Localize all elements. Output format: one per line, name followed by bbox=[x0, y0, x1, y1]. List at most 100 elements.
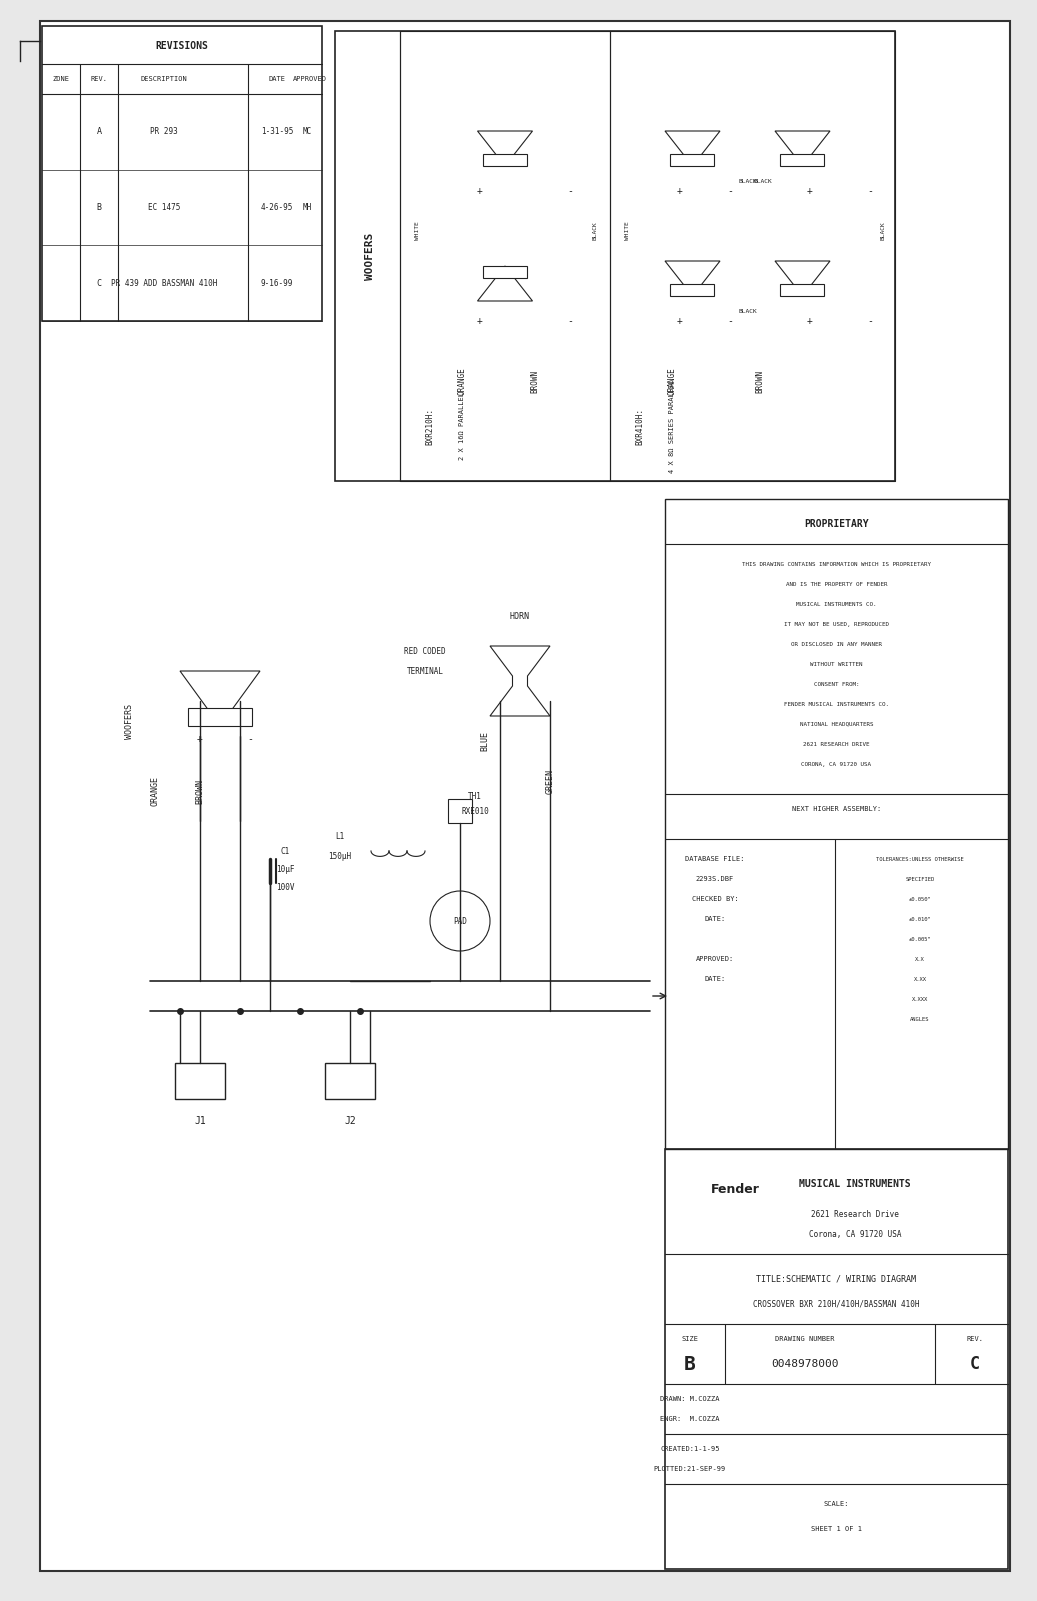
Text: ±0.010": ±0.010" bbox=[908, 916, 931, 922]
Text: DATE: DATE bbox=[269, 75, 285, 82]
Text: PR 293: PR 293 bbox=[150, 128, 178, 136]
Text: CORONA, CA 91720 USA: CORONA, CA 91720 USA bbox=[802, 762, 871, 767]
Text: L1: L1 bbox=[335, 831, 344, 841]
Text: 4-26-95: 4-26-95 bbox=[261, 203, 293, 211]
Text: B: B bbox=[96, 203, 102, 211]
Bar bbox=[335, 30, 895, 480]
Text: TH1: TH1 bbox=[468, 791, 482, 800]
Bar bbox=[325, 1063, 375, 1098]
Text: ORANGE: ORANGE bbox=[668, 367, 676, 395]
Text: 2 X 16Ω PARALLEL: 2 X 16Ω PARALLEL bbox=[459, 392, 465, 459]
Polygon shape bbox=[180, 671, 260, 725]
Text: ORANGE: ORANGE bbox=[150, 776, 160, 805]
Circle shape bbox=[430, 892, 491, 951]
Text: BLACK: BLACK bbox=[880, 221, 886, 240]
Text: +: + bbox=[477, 186, 483, 195]
Text: SPECIFIED: SPECIFIED bbox=[905, 876, 934, 882]
Text: CONSENT FROM:: CONSENT FROM: bbox=[814, 682, 860, 687]
Text: TOLERANCES:UNLESS OTHERWISE: TOLERANCES:UNLESS OTHERWISE bbox=[876, 857, 963, 861]
Text: REV.: REV. bbox=[90, 75, 108, 82]
Text: X.X: X.X bbox=[915, 956, 925, 962]
Polygon shape bbox=[477, 131, 533, 167]
Text: BLACK: BLACK bbox=[738, 178, 757, 184]
Text: ENGR:  M.COZZA: ENGR: M.COZZA bbox=[661, 1415, 720, 1422]
Text: REV.: REV. bbox=[966, 1335, 983, 1342]
Text: X.XX: X.XX bbox=[914, 977, 926, 981]
Text: +: + bbox=[677, 186, 683, 195]
Text: MH: MH bbox=[303, 203, 312, 211]
Text: DRAWING NUMBER: DRAWING NUMBER bbox=[776, 1335, 835, 1342]
Text: APPROVED: APPROVED bbox=[293, 75, 327, 82]
Bar bbox=[610, 30, 895, 480]
Text: EC 1475: EC 1475 bbox=[148, 203, 180, 211]
Text: SCALE:: SCALE: bbox=[823, 1502, 849, 1507]
Text: ORANGE: ORANGE bbox=[457, 367, 467, 395]
Text: C: C bbox=[970, 1354, 980, 1374]
Text: ±0.005": ±0.005" bbox=[908, 937, 931, 941]
Text: BLACK: BLACK bbox=[592, 221, 597, 240]
Text: 100V: 100V bbox=[276, 882, 295, 892]
Bar bbox=[781, 283, 824, 296]
Text: +: + bbox=[197, 733, 203, 744]
Text: 10μF: 10μF bbox=[276, 865, 295, 874]
Text: 1-31-95: 1-31-95 bbox=[261, 128, 293, 136]
Text: RXE010: RXE010 bbox=[461, 807, 488, 815]
Text: CROSSOVER BXR 210H/410H/BASSMAN 410H: CROSSOVER BXR 210H/410H/BASSMAN 410H bbox=[753, 1300, 920, 1308]
Polygon shape bbox=[491, 645, 550, 716]
Text: BLUE: BLUE bbox=[480, 732, 489, 751]
Text: OR DISCLOSED IN ANY MANNER: OR DISCLOSED IN ANY MANNER bbox=[791, 642, 882, 647]
Polygon shape bbox=[665, 261, 720, 296]
Text: FENDER MUSICAL INSTRUMENTS CO.: FENDER MUSICAL INSTRUMENTS CO. bbox=[784, 701, 889, 706]
Text: BXR210H:: BXR210H: bbox=[425, 408, 435, 445]
Text: Fender: Fender bbox=[710, 1183, 759, 1196]
Text: PLOTTED:21-SEP-99: PLOTTED:21-SEP-99 bbox=[654, 1467, 726, 1471]
Text: CHECKED BY:: CHECKED BY: bbox=[692, 897, 738, 901]
Text: ANGLES: ANGLES bbox=[910, 1017, 930, 1021]
Text: BXR410H:: BXR410H: bbox=[636, 408, 645, 445]
Text: 150μH: 150μH bbox=[329, 852, 352, 860]
Text: AND IS THE PROPERTY OF FENDER: AND IS THE PROPERTY OF FENDER bbox=[786, 581, 888, 586]
Text: CREATED:1-1-95: CREATED:1-1-95 bbox=[661, 1446, 720, 1452]
Text: -: - bbox=[727, 315, 733, 327]
Text: C: C bbox=[96, 279, 102, 288]
Text: DATE:: DATE: bbox=[704, 916, 726, 922]
Text: DRAWN: M.COZZA: DRAWN: M.COZZA bbox=[661, 1396, 720, 1402]
Text: BROWN: BROWN bbox=[756, 370, 764, 392]
Text: -: - bbox=[567, 186, 572, 195]
Bar bbox=[483, 154, 527, 167]
Text: +: + bbox=[677, 315, 683, 327]
Text: +: + bbox=[807, 186, 813, 195]
Text: PROPRIETARY: PROPRIETARY bbox=[804, 519, 869, 528]
Bar bbox=[483, 266, 527, 279]
Polygon shape bbox=[477, 266, 533, 301]
Text: 9-16-99: 9-16-99 bbox=[261, 279, 293, 288]
Text: SHEET 1 OF 1: SHEET 1 OF 1 bbox=[811, 1526, 862, 1532]
Text: MUSICAL INSTRUMENTS: MUSICAL INSTRUMENTS bbox=[800, 1178, 910, 1190]
Text: J2: J2 bbox=[344, 1116, 356, 1126]
Text: Corona, CA 91720 USA: Corona, CA 91720 USA bbox=[809, 1230, 901, 1239]
Text: -: - bbox=[567, 315, 572, 327]
Bar bbox=[781, 154, 824, 167]
Text: 2621 Research Drive: 2621 Research Drive bbox=[811, 1209, 899, 1218]
Text: REVISIONS: REVISIONS bbox=[156, 42, 208, 51]
Text: C1: C1 bbox=[280, 847, 289, 855]
Text: BLACK: BLACK bbox=[738, 309, 757, 314]
Text: DATABASE FILE:: DATABASE FILE: bbox=[685, 857, 745, 861]
Text: HORN: HORN bbox=[510, 612, 530, 621]
Text: IT MAY NOT BE USED, REPRODUCED: IT MAY NOT BE USED, REPRODUCED bbox=[784, 621, 889, 626]
Text: SIZE: SIZE bbox=[681, 1335, 699, 1342]
Text: ZONE: ZONE bbox=[53, 75, 69, 82]
Text: +: + bbox=[807, 315, 813, 327]
Text: -: - bbox=[247, 733, 253, 744]
Text: -: - bbox=[867, 186, 873, 195]
Text: DESCRIPTION: DESCRIPTION bbox=[141, 75, 188, 82]
Text: BROWN: BROWN bbox=[196, 778, 204, 804]
Polygon shape bbox=[665, 131, 720, 167]
Text: 2293S.DBF: 2293S.DBF bbox=[696, 876, 734, 882]
Bar bbox=[665, 500, 1008, 1150]
Text: WOOFERS: WOOFERS bbox=[365, 232, 375, 280]
Bar bbox=[671, 283, 714, 296]
Text: TITLE:SCHEMATIC / WIRING DIAGRAM: TITLE:SCHEMATIC / WIRING DIAGRAM bbox=[757, 1274, 917, 1284]
Text: B: B bbox=[684, 1354, 696, 1374]
Text: -: - bbox=[867, 315, 873, 327]
